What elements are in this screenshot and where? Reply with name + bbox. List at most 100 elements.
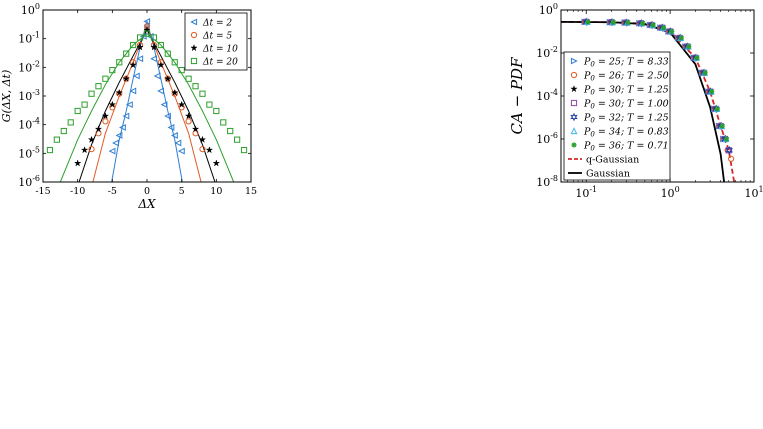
legend-label-p: P: [583, 57, 591, 68]
legend-label-dt-3: Δt = 20: [202, 58, 238, 68]
y-tick-label-exp: -6: [32, 174, 40, 183]
y-tick-label-exp: -6: [550, 131, 558, 140]
data-point-dt-3: [178, 67, 185, 74]
legend-label-sub: 0: [590, 117, 595, 125]
data-point-dt-3: [192, 83, 199, 90]
legend-label-rest: = 30; T = 1.00: [595, 99, 669, 110]
legend-label-p0-3: P0 = 30; T = 1.00: [583, 99, 669, 111]
legend-label-p0-6: P0 = 36; T = 0.71: [583, 141, 669, 153]
data-point-dt-3: [116, 59, 123, 66]
x-tick-label-base: 10: [744, 187, 758, 200]
y-tick-label-exp: -3: [32, 88, 40, 97]
data-point-dt-2: [150, 43, 158, 51]
y-tick-label-exp: -4: [32, 117, 40, 126]
y-tick-label-exp: -8: [550, 174, 558, 183]
y-tick-label-base: 10: [18, 176, 32, 189]
data-point-p0-6: [709, 89, 715, 95]
y-tick-label: 10-5: [18, 145, 40, 160]
y-tick-label-base: 10: [536, 176, 550, 189]
y-tick-label-exp: -2: [32, 59, 40, 68]
data-point-dt-0: [143, 17, 151, 25]
y-tick-label-exp: -2: [550, 45, 558, 54]
legend-label-rest: = 25; T = 8.33: [595, 57, 669, 68]
data-point-p0-4: [725, 145, 734, 155]
legend-label-sub: 0: [590, 145, 595, 153]
data-point-dt-3: [53, 136, 60, 143]
legend-label-p0-5: P0 = 34; T = 0.83: [583, 127, 669, 139]
data-point-p0-6-stroke: [669, 29, 675, 34]
y-tick-label-exp: 0: [553, 2, 558, 11]
data-point-dt-0: [125, 101, 133, 109]
x-tick-label: 100: [661, 185, 680, 200]
legend-marker-p0-1: [570, 71, 578, 79]
data-point-dt-0: [108, 147, 116, 155]
legend-label-rest: = 32; T = 1.25: [595, 113, 669, 124]
legend-marker-p0-0: [570, 57, 578, 65]
data-point-dt-3: [102, 75, 109, 82]
x-tick-label: -5: [108, 186, 117, 197]
data-point-dt-2: [87, 135, 96, 143]
x-tick-label: 10-1: [575, 185, 597, 200]
legend-box-left: [184, 12, 248, 71]
data-point-p0-6: [714, 106, 720, 112]
data-point-dt-0: [132, 72, 140, 80]
data-point-dt-0: [115, 132, 123, 139]
y-tick-label-base: 10: [539, 4, 553, 17]
data-point-p0-6-stroke: [610, 19, 616, 25]
data-point-p0-6: [669, 28, 675, 35]
y-axis-label: G(ΔX, Δt): [0, 70, 13, 123]
data-point-p0-6: [625, 19, 631, 26]
data-point-dt-0: [177, 147, 185, 155]
x-tick-label: 0: [144, 186, 150, 197]
y-tick-label-base: 10: [536, 47, 550, 60]
data-point-dt-1: [88, 146, 95, 153]
data-point-p0-6-stroke: [702, 70, 708, 76]
data-point-dt-1: [102, 118, 109, 125]
data-point-p0-6-stroke: [661, 25, 666, 31]
y-tick-label: 10-8: [536, 174, 558, 189]
y-tick-label: 10-3: [18, 88, 40, 103]
y-tick-label: 10-6: [18, 174, 40, 189]
data-point-dt-1: [199, 146, 206, 153]
data-point-dt-0: [171, 132, 178, 139]
data-point-p0-6-stroke: [625, 20, 631, 25]
data-point-p0-6: [650, 22, 656, 28]
x-axis-label: ΔX: [137, 197, 156, 211]
legend-label-rest: = 36; T = 0.71: [595, 141, 669, 152]
data-point-p0-6: [723, 136, 730, 142]
data-point-dt-3: [109, 67, 116, 74]
x-tick-label: 15: [245, 186, 257, 197]
data-point-dt-2: [101, 111, 110, 120]
legend-label-dt-0: Δt = 2: [202, 19, 232, 29]
data-point-dt-2: [212, 159, 221, 167]
data-point-dt-1: [95, 130, 102, 137]
data-point-p0-6-stroke: [694, 55, 700, 61]
data-point-p0-6: [719, 123, 725, 129]
series-group-left: [46, 17, 248, 182]
y-tick-label-base: 10: [18, 90, 32, 103]
legend-label-sub: 0: [590, 75, 595, 83]
legend-marker-p0-6: [571, 142, 577, 148]
y-axis-label: CA − PDF: [508, 57, 526, 135]
data-point-dt-2: [122, 74, 131, 83]
data-point-dt-3: [81, 101, 88, 108]
fit-curve-dt-3: [59, 32, 235, 182]
data-point-dt-3: [220, 119, 227, 126]
data-point-p0-6: [660, 25, 667, 31]
data-point-dt-0: [129, 87, 137, 95]
legend-marker-p0-6-stroke: [571, 142, 577, 148]
legend-label-dt-1: Δt = 5: [202, 32, 232, 42]
data-point-dt-3: [88, 90, 95, 97]
data-point-dt-0: [112, 139, 119, 147]
data-point-dt-2: [108, 100, 117, 108]
legend-label-sub: 0: [590, 103, 595, 111]
data-point-p0-6: [678, 35, 684, 41]
legend-marker-dt-1: [190, 31, 198, 39]
data-point-dt-1: [185, 118, 192, 125]
data-point-dt-2: [157, 60, 165, 69]
legend-marker-dt-2: [190, 43, 198, 52]
legend-label-p0-2: P0 = 30; T = 1.25: [583, 85, 669, 97]
y-tick-label: 10-4: [18, 117, 40, 132]
x-tick-label: 5: [179, 186, 185, 197]
